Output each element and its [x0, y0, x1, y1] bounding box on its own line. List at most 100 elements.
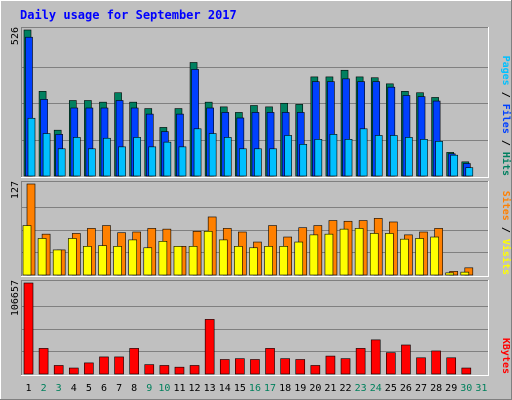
bar-kbytes-19 [295, 359, 306, 375]
bar-sites-22 [339, 228, 349, 276]
bar-sites-7 [113, 246, 122, 276]
bar-sites-29 [445, 272, 455, 276]
bar-kbytes-18 [280, 358, 290, 375]
legend-hits: Pages / Files / Hits [500, 56, 512, 176]
bar-sites-25 [385, 233, 394, 276]
panel-hits: 526 Pages / Files / Hits [10, 27, 512, 178]
bar-pages-25 [390, 135, 398, 177]
bar-kbytes-6 [99, 356, 109, 375]
bar-pages-11 [178, 146, 187, 177]
bar-sites-9 [143, 247, 153, 276]
bar-kbytes-3 [53, 365, 64, 375]
ymax-label-hits: 526 [10, 27, 21, 45]
bar-pages-27 [420, 139, 428, 177]
bar-kbytes-28 [431, 350, 441, 375]
bar-pages-5 [88, 148, 96, 177]
legend-kbytes: KBytes [500, 338, 511, 374]
x-tick-label-16: 16 [249, 383, 261, 394]
x-tick-label-7: 7 [116, 383, 122, 394]
x-tick-label-10: 10 [158, 383, 170, 394]
bar-kbytes-16 [250, 359, 260, 375]
bar-kbytes-14 [219, 359, 230, 375]
bar-kbytes-8 [129, 348, 139, 375]
x-tick-label-12: 12 [189, 383, 201, 394]
bar-sites-13 [203, 230, 213, 276]
x-tick-label-4: 4 [71, 383, 77, 394]
bar-kbytes-10 [159, 365, 170, 375]
bar-sites-6 [98, 245, 107, 276]
legend-item-files: Files [500, 104, 512, 134]
bar-kbytes-24 [370, 339, 381, 375]
bar-kbytes-13 [204, 319, 215, 375]
bar-pages-14 [223, 137, 232, 177]
bar-sites-10 [158, 241, 168, 276]
x-tick-label-11: 11 [173, 383, 185, 394]
bar-sites-4 [67, 238, 77, 276]
bar-pages-17 [269, 148, 277, 177]
bar-kbytes-23 [355, 348, 366, 375]
bar-kbytes-5 [84, 362, 94, 375]
bar-sites-16 [249, 247, 258, 276]
bar-kbytes-11 [174, 366, 185, 375]
legend-item-pages: Pages [500, 56, 511, 86]
x-tick-label-9: 9 [146, 383, 152, 394]
bar-sites-20 [309, 234, 319, 276]
bar-kbytes-9 [144, 364, 155, 375]
bar-kbytes-21 [325, 355, 336, 375]
bar-kbytes-7 [114, 356, 124, 375]
bar-kbytes-15 [235, 358, 245, 375]
bar-sites-21 [324, 233, 334, 276]
x-tick-label-18: 18 [279, 383, 291, 394]
bar-pages-23 [359, 128, 368, 177]
x-tick-label-26: 26 [400, 383, 412, 394]
bar-kbytes-29 [446, 357, 457, 375]
x-tick-label-21: 21 [324, 383, 336, 394]
bar-pages-8 [133, 137, 141, 177]
bar-pages-7 [118, 146, 126, 177]
bar-sites-17 [264, 246, 273, 276]
x-tick-label-1: 1 [25, 383, 31, 394]
bar-pages-12 [193, 128, 202, 177]
bar-kbytes-20 [310, 365, 321, 375]
bar-kbytes-27 [416, 357, 426, 375]
bar-kbytes-12 [189, 365, 200, 375]
bar-pages-2 [42, 133, 51, 177]
bar-kbytes-30 [461, 367, 472, 375]
x-tick-label-2: 2 [41, 383, 47, 394]
x-tick-label-17: 17 [264, 383, 276, 394]
bar-sites-15 [234, 246, 243, 276]
bar-pages-6 [103, 137, 111, 177]
bar-sites-27 [415, 238, 424, 276]
bar-pages-28 [435, 141, 443, 177]
bar-pages-13 [208, 133, 217, 177]
x-tick-label-27: 27 [415, 383, 427, 394]
x-tick-label-19: 19 [294, 383, 306, 394]
chart-panels: 526 Pages / Files / Hits 127 Sites / Visits… [10, 27, 512, 376]
x-tick-label-23: 23 [355, 383, 367, 394]
bar-pages-18 [284, 135, 292, 177]
bar-sites-5 [83, 246, 92, 276]
x-tick-label-25: 25 [385, 383, 397, 394]
series-kbytes [23, 282, 472, 375]
x-tick-label-29: 29 [445, 383, 457, 394]
x-tick-label-15: 15 [234, 383, 246, 394]
series-sites [22, 225, 470, 276]
legend-item-sites: Sites [500, 191, 512, 221]
bar-sites-30 [460, 271, 470, 276]
x-tick-label-3: 3 [56, 383, 62, 394]
bar-pages-15 [239, 148, 247, 177]
x-tick-label-28: 28 [430, 383, 442, 394]
legend-item-hits: Hits [500, 152, 512, 176]
legend-visits: Sites / Visits [500, 191, 512, 275]
legend-separator: / [500, 86, 511, 104]
bar-sites-8 [128, 239, 137, 276]
bar-kbytes-26 [401, 344, 411, 375]
legend-separator: / [500, 221, 511, 239]
bar-kbytes-17 [265, 348, 275, 375]
bar-sites-11 [173, 246, 183, 276]
bar-sites-28 [430, 236, 439, 276]
bar-sites-14 [218, 239, 228, 276]
x-tick-label-5: 5 [86, 383, 92, 394]
bar-sites-26 [400, 238, 409, 276]
bar-sites-24 [369, 233, 379, 276]
